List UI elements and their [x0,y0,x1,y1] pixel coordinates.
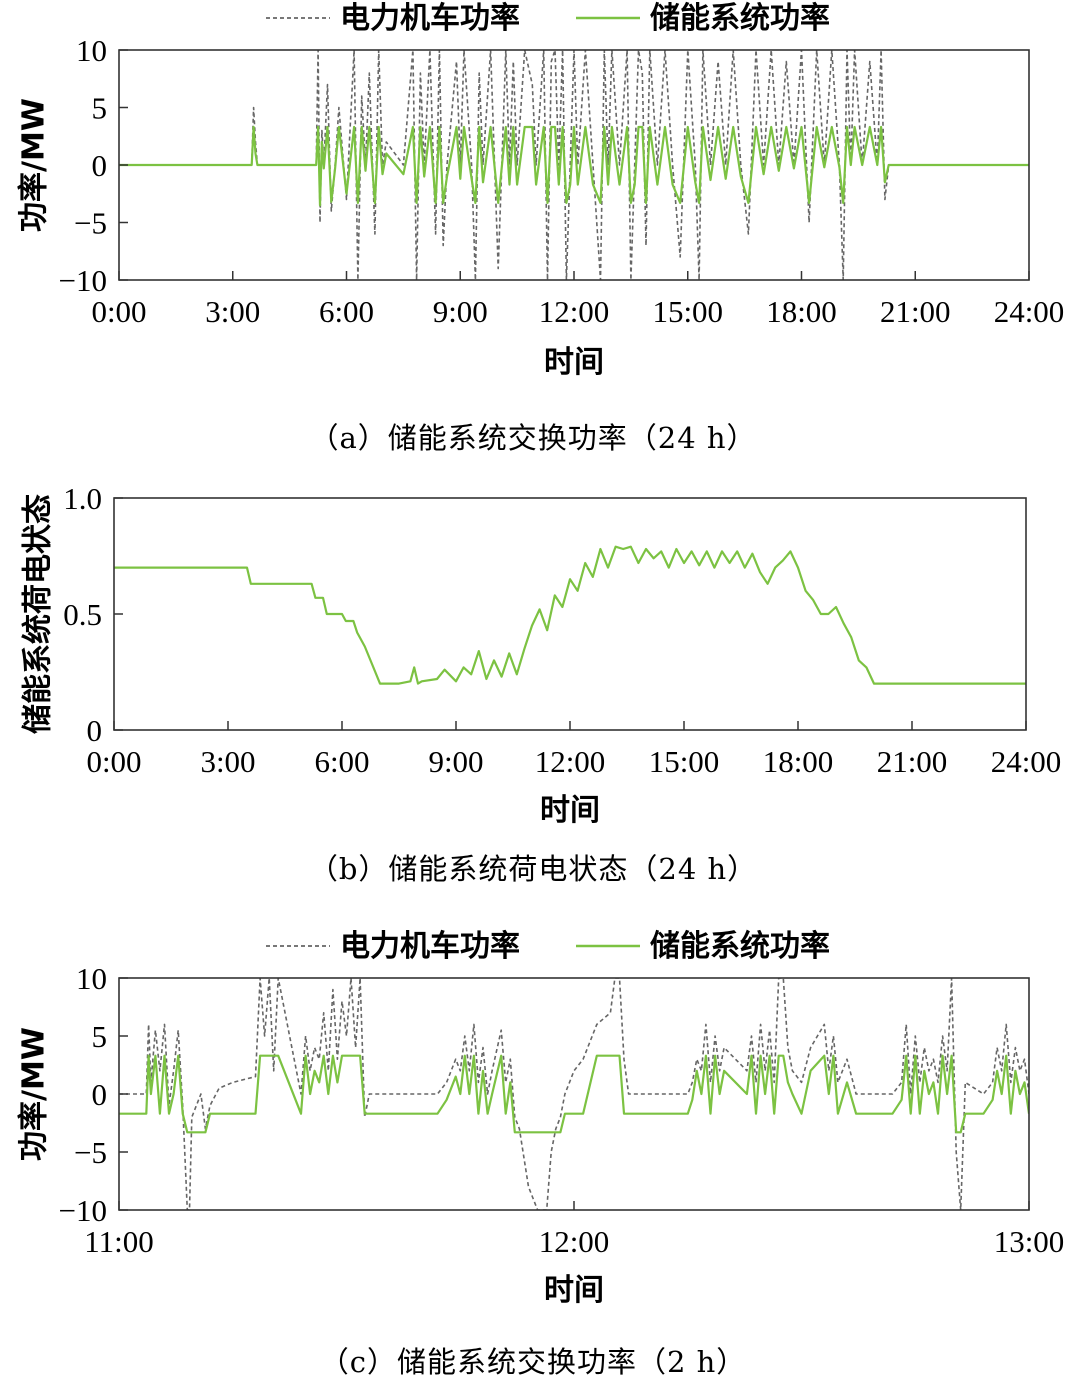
series-line-2-0 [119,978,1029,1210]
legend: 电力机车功率 储能系统功率 [266,1,830,36]
y-tick-label: 5 [92,91,108,126]
x-tick-label: 24:00 [991,744,1062,779]
figure-caption: （b）储能系统荷电状态（24 h） [309,852,757,886]
y-tick-label: 10 [76,33,107,68]
x-tick-label: 0:00 [86,744,141,779]
x-tick-label: 24:00 [994,294,1065,329]
x-tick-label: 12:00 [539,294,610,329]
x-tick-label: 21:00 [880,294,951,329]
x-tick-label: 18:00 [766,294,837,329]
series-line-1-0 [114,545,1026,685]
y-tick-label: −10 [59,1193,107,1228]
legend-label-locomotive: 电力机车功率 [340,929,520,964]
y-tick-label: 1.0 [63,481,102,516]
x-tick-label: 12:00 [535,744,606,779]
y-tick-label: 0 [92,148,108,183]
x-tick-label: 0:00 [91,294,146,329]
y-tick-label: −5 [74,1135,107,1170]
legend: 电力机车功率 储能系统功率 [266,929,830,964]
plot-frame [113,497,1027,731]
y-axis-title: 功率/MW [17,98,52,232]
series-line-0-0 [119,50,1029,280]
y-tick-label: −10 [59,263,107,298]
x-tick-label: 15:00 [649,744,720,779]
legend-label-locomotive: 电力机车功率 [340,1,520,36]
y-tick-label: 5 [92,1019,108,1054]
x-tick-label: 3:00 [200,744,255,779]
series-line-0-1 [119,125,1029,207]
x-tick-label: 13:00 [994,1224,1065,1259]
x-axis-title: 时间 [540,793,600,828]
legend-label-storage: 储能系统功率 [650,929,830,964]
x-tick-label: 18:00 [763,744,834,779]
y-tick-label: 10 [76,961,107,996]
y-tick-label: −5 [74,206,107,241]
x-tick-label: 3:00 [205,294,260,329]
y-axis-title: 功率/MW [17,1027,52,1161]
chart-panel-1: 0:00 3:00 6:00 9:00 12:00 15:00 18:00 21:00 24:0… [21,481,1062,886]
figure-caption: （c）储能系统交换功率（2 h） [320,1345,747,1379]
x-tick-label: 21:00 [877,744,948,779]
x-tick-label: 11:00 [84,1224,153,1259]
x-tick-label: 12:00 [539,1224,610,1259]
y-tick-label: 0 [87,713,103,748]
x-tick-label: 9:00 [428,744,483,779]
x-tick-label: 9:00 [433,294,488,329]
y-tick-label: 0 [92,1077,108,1112]
y-tick-label: 0.5 [63,597,102,632]
series-line-2-1 [119,1054,1029,1134]
legend-label-storage: 储能系统功率 [650,1,830,36]
x-tick-label: 6:00 [319,294,374,329]
x-tick-label: 6:00 [314,744,369,779]
figure-caption: （a）储能系统交换功率（24 h） [309,421,756,455]
x-axis-title: 时间 [544,1273,604,1308]
x-axis-title: 时间 [544,345,604,380]
chart-panel-2: 11:00 12:00 13:00 −10 −5 0 5 10 时间 功率/MW （c）储能系统交换… [17,929,1065,1379]
chart-panel-0: 0:00 3:00 6:00 9:00 12:00 15:00 18:00 21:00 24:0… [17,1,1065,455]
y-axis-title: 储能系统荷电状态 [21,494,56,734]
x-tick-label: 15:00 [652,294,723,329]
